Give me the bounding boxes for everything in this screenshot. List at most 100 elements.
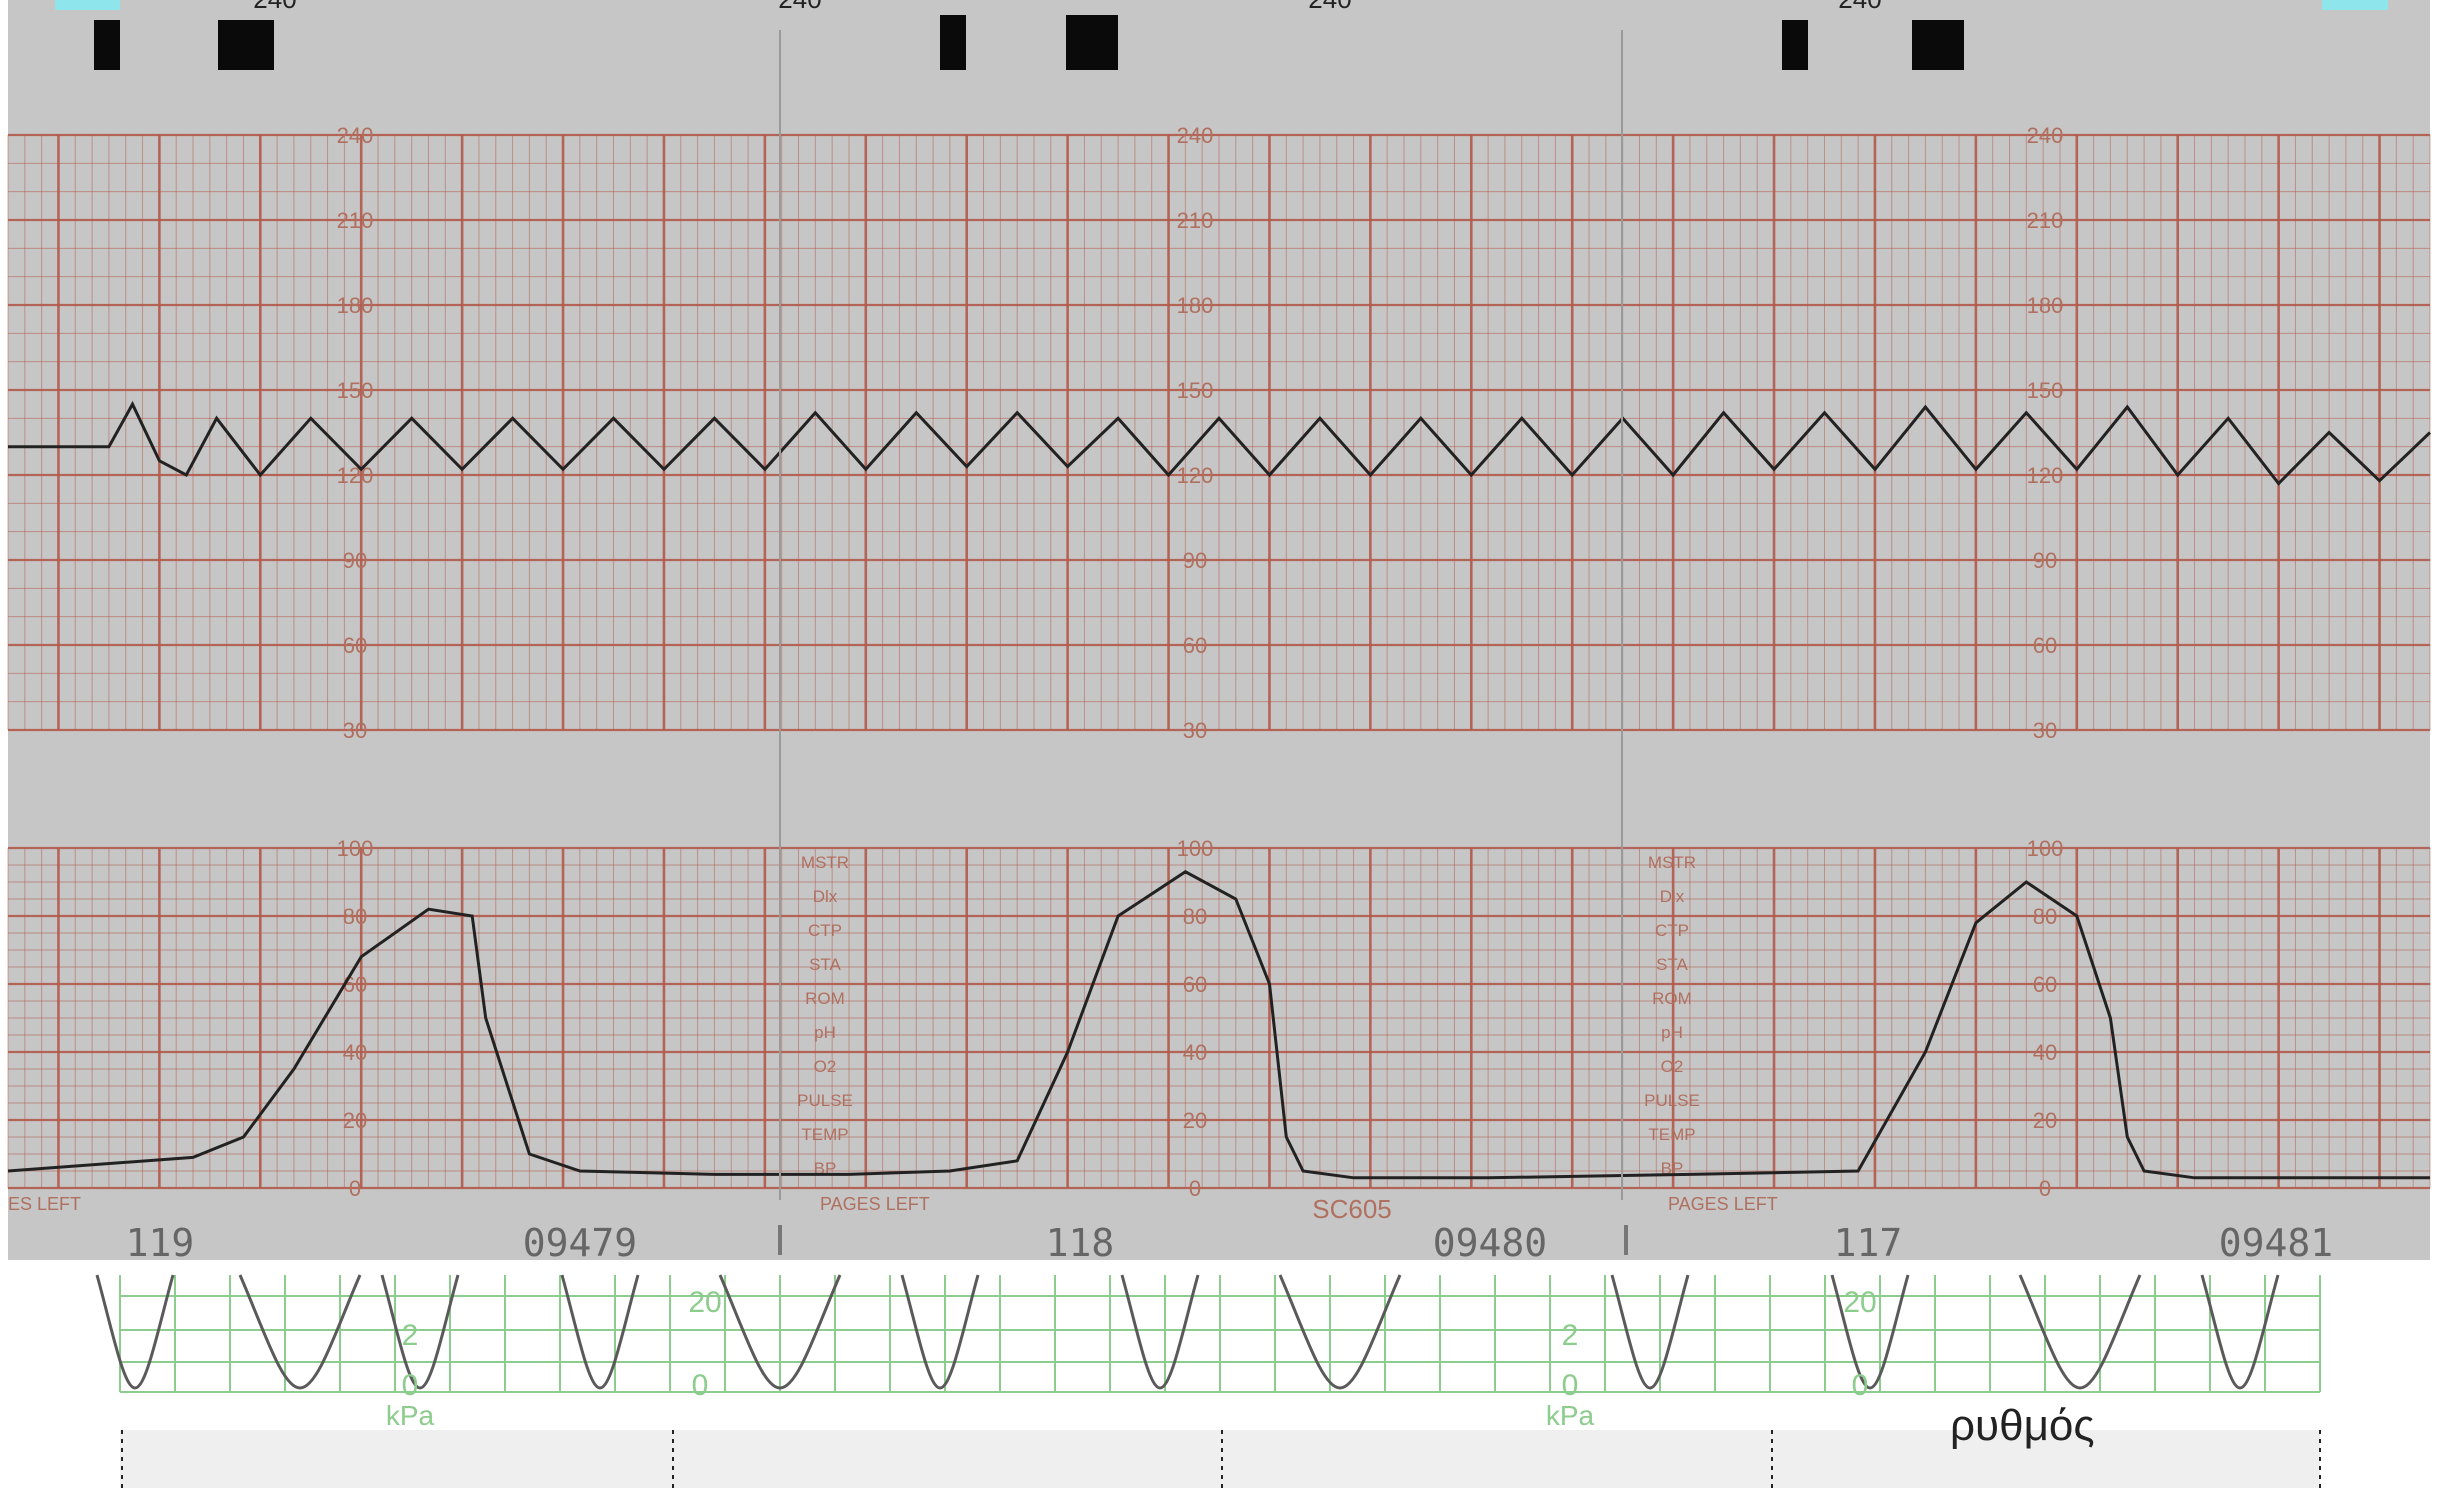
page-count: 117 <box>1834 1221 1903 1265</box>
side-label: MSTR <box>1648 853 1696 872</box>
fhr-tick-label: 90 <box>1183 548 1207 573</box>
pages-left-label: PAGES LEFT <box>1668 1194 1778 1214</box>
uc-tick-label: 80 <box>343 904 367 929</box>
uc-tick-label: 0 <box>2039 1176 2051 1201</box>
uc-tick-label: 60 <box>343 972 367 997</box>
event-marker <box>940 15 966 70</box>
side-label: PULSE <box>1644 1091 1700 1110</box>
uc-tick-label: 100 <box>2027 836 2064 861</box>
green-trace-dip <box>238 1274 362 1390</box>
center-code: SC605 <box>1312 1194 1392 1224</box>
side-label: TEMP <box>1648 1125 1695 1144</box>
green-trace-dip <box>95 1274 175 1390</box>
fhr-tick-label: 150 <box>1177 378 1214 403</box>
uc-tick-label: 40 <box>2033 1040 2057 1065</box>
green-trace-dip <box>2018 1274 2142 1390</box>
pages-left-label: ES LEFT <box>8 1194 81 1214</box>
event-marker <box>218 20 274 70</box>
green-tick-label: 0 <box>1562 1369 1579 1402</box>
side-label: O2 <box>1661 1057 1684 1076</box>
side-label: pH <box>814 1023 836 1042</box>
side-label: CTP <box>1655 921 1689 940</box>
event-marker <box>1066 15 1118 70</box>
green-trace-dip <box>718 1274 842 1390</box>
fhr-tick-label: 240 <box>1177 123 1214 148</box>
uc-tick-label: 40 <box>1183 1040 1207 1065</box>
fhr-tick-label: 60 <box>2033 633 2057 658</box>
bottom-band <box>120 1430 2320 1488</box>
green-trace-dip <box>1120 1274 1200 1390</box>
side-label: STA <box>1656 955 1688 974</box>
caption-fragment: ρυθμός <box>1950 1401 2095 1450</box>
top-marker: 240 <box>778 0 821 14</box>
fhr-tick-label: 120 <box>337 463 374 488</box>
fhr-tick-label: 210 <box>1177 208 1214 233</box>
fhr-tick-label: 30 <box>1183 718 1207 743</box>
fhr-tick-label: 210 <box>337 208 374 233</box>
fhr-tick-label: 240 <box>2027 123 2064 148</box>
page-number: 09481 <box>2219 1221 2333 1265</box>
uc-tick-label: 20 <box>343 1108 367 1133</box>
top-marker: 240 <box>1838 0 1881 14</box>
green-trace-dip <box>2200 1274 2280 1390</box>
green-trace-dip <box>1830 1274 1910 1390</box>
page-footer: ES LEFT 119 09479 PAGES LEFT 118 09480 PAGES L… <box>8 30 2333 1265</box>
fhr-tick-label: 60 <box>343 633 367 658</box>
page-count: 118 <box>1046 1221 1115 1265</box>
green-trace-dip <box>1610 1274 1690 1390</box>
uc-trace <box>7 870 2430 1180</box>
uc-scale-labels: 0 20 40 60 80 100 0 20 40 60 80 100 0 20 40 60 80 100 <box>337 836 2064 1201</box>
uc-tick-label: 80 <box>2033 904 2057 929</box>
fhr-scale-labels: 30 60 90 120 150 180 210 240 30 60 90 120 150 180 210 2… <box>337 123 2064 743</box>
side-label: ROM <box>805 989 845 1008</box>
green-grid <box>119 1275 2321 1393</box>
green-trace-dip <box>380 1274 460 1390</box>
uc-tick-label: 0 <box>1189 1176 1201 1201</box>
cyan-mark-left <box>55 0 120 10</box>
green-tick-label: 0 <box>402 1369 419 1402</box>
green-tick-label: 0 <box>1852 1369 1869 1402</box>
green-traces <box>95 1274 2280 1390</box>
fhr-tick-label: 30 <box>2033 718 2057 743</box>
fhr-tick-label: 240 <box>337 123 374 148</box>
fhr-tick-label: 180 <box>337 293 374 318</box>
page-number: 09479 <box>523 1221 637 1265</box>
side-label: Dlx <box>813 887 838 906</box>
side-label: STA <box>809 955 841 974</box>
uc-tick-label: 80 <box>1183 904 1207 929</box>
uc-tick-label: 20 <box>2033 1108 2057 1133</box>
cyan-mark-right <box>2322 0 2388 10</box>
fhr-tick-label: 60 <box>1183 633 1207 658</box>
event-marker <box>1782 20 1808 70</box>
fhr-tick-label: 210 <box>2027 208 2064 233</box>
top-marker: 240 <box>1308 0 1351 14</box>
green-unit-label: kPa <box>386 1400 435 1431</box>
side-label: Dlx <box>1660 887 1685 906</box>
green-tick-label: 2 <box>402 1319 419 1352</box>
side-label: ROM <box>1652 989 1692 1008</box>
pages-left-label: PAGES LEFT <box>820 1194 930 1214</box>
top-markers: 240 240 240 240 <box>253 0 1881 14</box>
green-trace-dip <box>900 1274 980 1390</box>
uc-tick-label: 20 <box>1183 1108 1207 1133</box>
green-tick-label: 2 <box>1562 1319 1579 1352</box>
side-label: pH <box>1661 1023 1683 1042</box>
fhr-tick-label: 120 <box>1177 463 1214 488</box>
event-markers <box>94 15 1964 70</box>
uc-tick-label: 40 <box>343 1040 367 1065</box>
uc-tick-label: 100 <box>337 836 374 861</box>
fhr-tick-label: 150 <box>2027 378 2064 403</box>
green-trace-dip <box>1278 1274 1402 1390</box>
fhr-trace <box>8 400 2432 486</box>
green-trace-dip <box>560 1274 640 1390</box>
uc-tick-label: 60 <box>2033 972 2057 997</box>
page-number: 09480 <box>1433 1221 1547 1265</box>
green-tick-label: 20 <box>1843 1286 1876 1319</box>
fhr-tick-label: 180 <box>1177 293 1214 318</box>
event-marker <box>94 20 120 70</box>
uc-tick-label: 0 <box>349 1176 361 1201</box>
dotted-separators <box>121 1430 2321 1488</box>
fhr-tick-label: 90 <box>2033 548 2057 573</box>
